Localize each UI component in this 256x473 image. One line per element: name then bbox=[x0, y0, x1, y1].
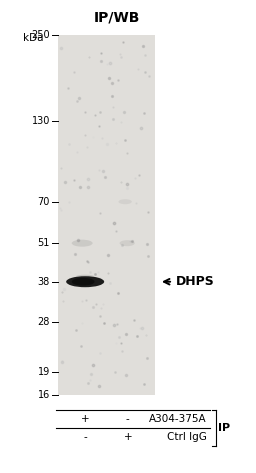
Text: +: + bbox=[81, 414, 90, 424]
Text: 28: 28 bbox=[38, 317, 50, 327]
Text: +: + bbox=[124, 432, 132, 442]
Text: 51: 51 bbox=[38, 238, 50, 248]
Text: 70: 70 bbox=[38, 197, 50, 207]
Ellipse shape bbox=[66, 276, 104, 287]
Text: 38: 38 bbox=[38, 277, 50, 287]
Bar bbox=[58, 35, 155, 395]
Ellipse shape bbox=[120, 240, 135, 246]
Text: 16: 16 bbox=[38, 390, 50, 400]
Text: 250: 250 bbox=[31, 30, 50, 40]
Text: Ctrl IgG: Ctrl IgG bbox=[167, 432, 207, 442]
Text: 19: 19 bbox=[38, 368, 50, 377]
Text: kDa: kDa bbox=[23, 33, 44, 43]
Text: -: - bbox=[83, 432, 87, 442]
Ellipse shape bbox=[72, 240, 93, 247]
Text: A304-375A: A304-375A bbox=[149, 414, 207, 424]
Text: DHPS: DHPS bbox=[176, 275, 215, 288]
Text: IP/WB: IP/WB bbox=[93, 11, 140, 25]
Text: -: - bbox=[126, 414, 130, 424]
Ellipse shape bbox=[76, 275, 95, 279]
Bar bbox=[58, 35, 155, 395]
Ellipse shape bbox=[72, 278, 94, 286]
Ellipse shape bbox=[119, 199, 132, 204]
Text: 130: 130 bbox=[32, 115, 50, 126]
Text: IP: IP bbox=[218, 423, 230, 433]
